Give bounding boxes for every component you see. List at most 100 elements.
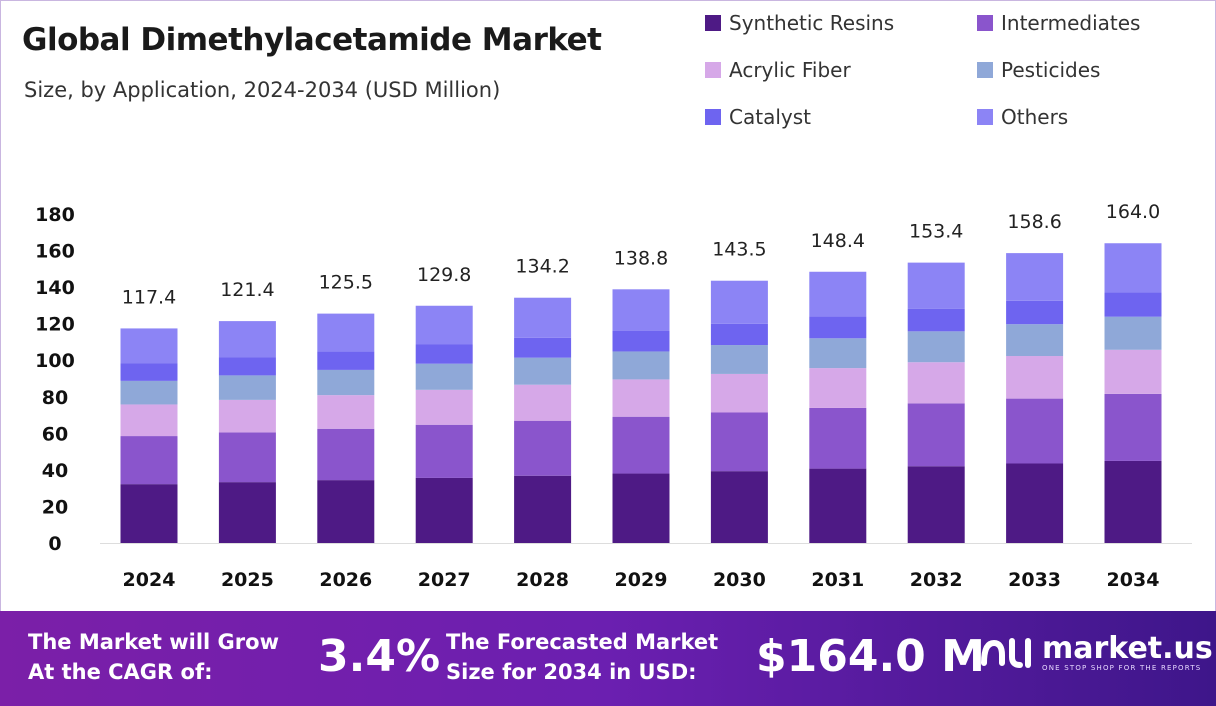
y-tick-label: 40 (42, 460, 68, 482)
legend: Synthetic Resins Intermediates Acrylic F… (705, 8, 1205, 131)
bar-segment-acrylic-fiber (415, 389, 473, 425)
cagr-value: 3.4% (318, 631, 441, 682)
legend-label: Acrylic Fiber (729, 57, 851, 82)
bar-segment-synthetic-resins (120, 484, 178, 543)
bar-segment-others (120, 328, 178, 364)
y-tick-label: 180 (35, 204, 75, 226)
bar-segment-pesticides (218, 375, 276, 400)
legend-swatch (977, 14, 993, 31)
x-tick-label: 2034 (1107, 569, 1160, 591)
bar-segment-catalyst (120, 363, 178, 381)
total-data-label: 148.4 (811, 230, 865, 252)
bar-segment-catalyst (907, 308, 965, 332)
bar-segment-acrylic-fiber (809, 368, 867, 408)
legend-swatch (977, 61, 993, 78)
bar-segment-pesticides (809, 338, 867, 369)
bar-segment-intermediates (612, 416, 670, 474)
bar-segment-catalyst (415, 344, 473, 364)
bar-segment-synthetic-resins (317, 480, 375, 543)
bar-segment-catalyst (1104, 292, 1162, 317)
bar-segment-pesticides (317, 369, 375, 396)
bar-segment-pesticides (120, 380, 178, 405)
legend-swatch (977, 108, 993, 125)
legend-label: Catalyst (729, 104, 811, 129)
bar-segment-others (1104, 243, 1162, 293)
bar-segment-acrylic-fiber (120, 404, 178, 437)
bar-segment-intermediates (1104, 393, 1162, 461)
x-tick-label: 2029 (615, 569, 668, 591)
bar-segment-intermediates (120, 436, 178, 485)
bar-segment-acrylic-fiber (710, 373, 768, 413)
legend-item: Others (977, 102, 1205, 131)
legend-swatch (705, 14, 721, 31)
bar-segment-pesticides (1006, 324, 1064, 357)
chart-subtitle: Size, by Application, 2024-2034 (USD Mil… (24, 78, 501, 102)
bar-segment-intermediates (710, 412, 768, 472)
bar-segment-pesticides (514, 357, 572, 385)
x-tick-label: 2024 (123, 569, 176, 591)
bar-segment-intermediates (907, 403, 965, 467)
bar-segment-catalyst (1006, 300, 1064, 325)
bar-segment-intermediates (218, 432, 276, 483)
summary-banner: The Market will Grow At the CAGR of: 3.4… (0, 611, 1216, 706)
y-tick-label: 140 (35, 277, 75, 299)
forecast-value: $164.0 M (756, 631, 985, 682)
market-us-logo: market.us ONE STOP SHOP FOR THE REPORTS (980, 633, 1213, 673)
bar-segment-synthetic-resins (809, 468, 867, 543)
bar-segment-synthetic-resins (907, 466, 965, 543)
bar-segment-intermediates (415, 424, 473, 478)
legend-item: Acrylic Fiber (705, 55, 977, 84)
bar-segment-others (612, 289, 670, 331)
bar-segment-synthetic-resins (218, 482, 276, 543)
bar-segment-intermediates (809, 407, 867, 469)
x-tick-label: 2026 (319, 569, 372, 591)
x-tick-label: 2033 (1008, 569, 1061, 591)
total-data-label: 117.4 (122, 286, 176, 308)
bar-segment-intermediates (317, 428, 375, 481)
y-tick-label: 160 (35, 241, 75, 263)
logo-mark-icon (981, 638, 1031, 668)
bar-segment-catalyst (514, 337, 572, 358)
bar-segment-acrylic-fiber (612, 379, 670, 417)
bar-segment-others (809, 271, 867, 317)
bar-segment-acrylic-fiber (317, 395, 375, 429)
x-tick-label: 2028 (516, 569, 569, 591)
legend-label: Intermediates (1001, 10, 1141, 35)
legend-label: Synthetic Resins (729, 10, 895, 35)
legend-label: Others (1001, 104, 1069, 129)
bar-segment-acrylic-fiber (218, 399, 276, 433)
total-data-label: 158.6 (1007, 211, 1061, 233)
bar-segment-others (1006, 253, 1064, 301)
bar-segment-synthetic-resins (1104, 460, 1162, 543)
legend-item: Pesticides (977, 55, 1205, 84)
bar-segment-acrylic-fiber (1104, 349, 1162, 394)
x-tick-label: 2032 (910, 569, 963, 591)
x-tick-label: 2025 (221, 569, 274, 591)
logo-name: market.us (1042, 631, 1213, 666)
bar-segment-others (317, 313, 375, 352)
bar-segment-synthetic-resins (710, 471, 768, 543)
x-tick-label: 2030 (713, 569, 766, 591)
total-data-label: 125.5 (319, 272, 373, 294)
bar-segment-others (218, 321, 276, 358)
total-data-label: 164.0 (1106, 201, 1160, 223)
legend-item: Intermediates (977, 8, 1205, 37)
total-data-label: 121.4 (220, 279, 274, 301)
bar-segment-synthetic-resins (1006, 463, 1064, 543)
legend-swatch (705, 108, 721, 125)
y-tick-label: 0 (48, 533, 61, 555)
x-tick-label: 2031 (811, 569, 864, 591)
bar-segment-catalyst (710, 323, 768, 346)
x-tick-label: 2027 (418, 569, 471, 591)
bar-segment-acrylic-fiber (1006, 356, 1064, 399)
total-data-label: 143.5 (712, 239, 766, 261)
bar-segment-pesticides (907, 331, 965, 363)
bar-segment-intermediates (1006, 398, 1064, 464)
bar-segment-synthetic-resins (514, 475, 572, 543)
y-tick-label: 60 (42, 423, 68, 445)
legend-label: Pesticides (1001, 57, 1101, 82)
bar-segment-acrylic-fiber (514, 384, 572, 421)
legend-item: Synthetic Resins (705, 8, 977, 37)
bar-segment-others (514, 297, 572, 338)
logo-tagline: ONE STOP SHOP FOR THE REPORTS (1042, 664, 1202, 672)
